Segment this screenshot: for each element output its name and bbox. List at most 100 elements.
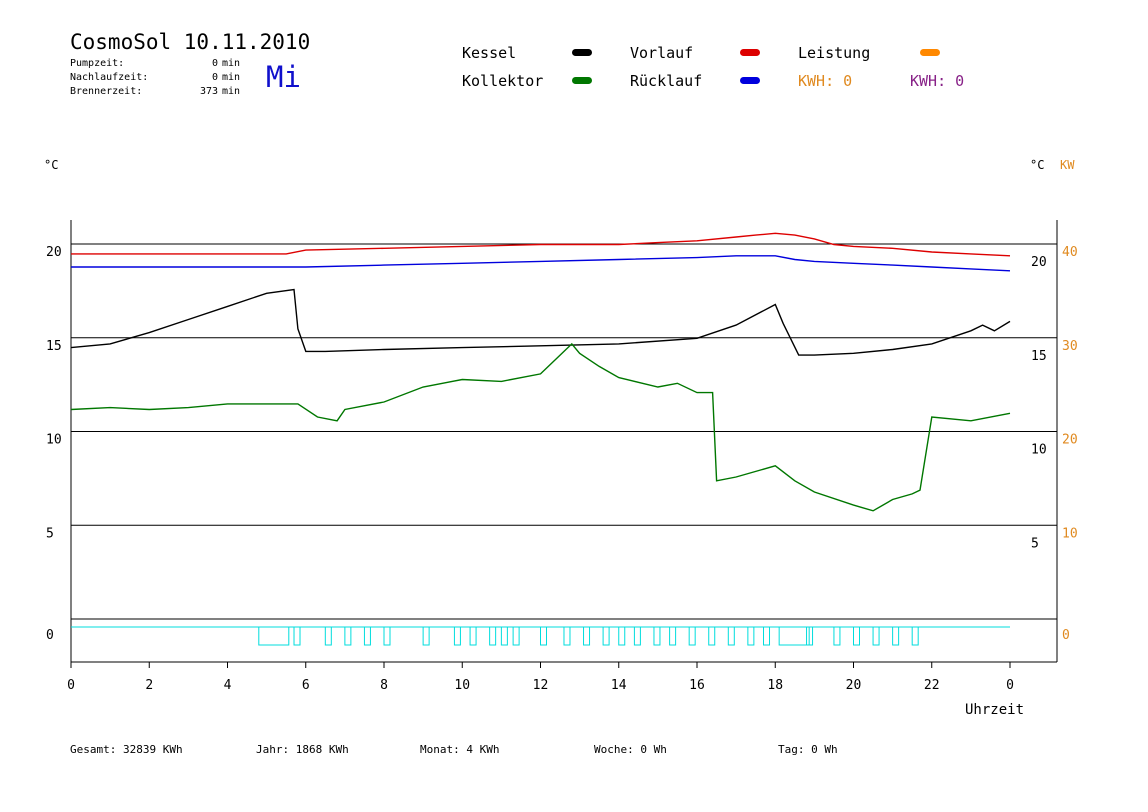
x-tick-label: 18 [767,678,783,693]
right-axis-unit-kw: KW [1060,158,1075,172]
kwh-purple-label: KWH: 0 [910,72,965,90]
stat-pumpzeit: Pumpzeit: 0 min [70,58,240,69]
legend-kollektor-swatch [572,77,592,84]
stat-label: Nachlaufzeit: [70,72,149,83]
x-tick-label: 12 [533,678,549,693]
x-tick-label: 8 [380,678,388,693]
pump-pulse [806,626,814,646]
stat-value: 373 [199,86,218,97]
x-tick-label: 2 [145,678,153,693]
pump-pulse [892,626,900,646]
pump-pulse [633,626,641,646]
y-tick-kw: 30 [1062,339,1078,354]
pump-pulse [540,626,547,646]
pump-pulse [324,626,332,646]
pump-pulse [653,626,661,646]
pump-pulse [618,626,626,646]
stat-unit: min [222,58,241,69]
series-lines [70,232,1011,512]
x-tick-label: 0 [67,678,75,693]
stat-unit: min [222,86,241,97]
stat-nachlaufzeit: Nachlaufzeit: 0 min [70,72,240,83]
weekday-label: Mi [266,60,301,94]
series-line-kollektor [70,342,1011,512]
pump-pulse [747,626,755,646]
x-tick-label: 22 [924,678,940,693]
legend-kessel-label: Kessel [462,44,517,62]
series-line-vorlauf [71,232,1011,257]
pump-pulse [422,626,430,646]
pump-pulse [602,626,610,646]
page-title: CosmoSol 10.11.2010 [70,30,311,54]
x-tick-label: 14 [611,678,627,693]
x-tick-label: 0 [1006,678,1014,693]
pump-pulse [708,626,716,646]
pump-pulse [669,626,677,646]
x-tick-label: 4 [224,678,232,693]
pump-pulses [71,626,1010,646]
series-line-kessel [70,288,1011,356]
legend-vorlauf-swatch [740,49,760,56]
pump-pulse [727,626,735,646]
footer-jahr: Jahr: 1868 KWh [256,743,349,756]
legend-kollektor-label: Kollektor [462,72,544,90]
legend-ruecklauf-label: Rücklauf [630,72,703,90]
x-tick-label: 16 [689,678,705,693]
y-tick-kw: 0 [1062,628,1070,643]
pump-pulse [344,626,352,646]
stat-label: Pumpzeit: [70,58,125,69]
y-tick-left: 15 [46,339,62,354]
footer-tag: Tag: 0 Wh [778,743,838,756]
x-tick-label: 20 [846,678,862,693]
y-tick-left: 10 [46,433,62,448]
stat-value: 0 [211,72,218,83]
legend-vorlauf-label: Vorlauf [630,44,694,62]
y-tick-right: 5 [1031,536,1039,551]
y-tick-kw: 20 [1062,433,1078,448]
footer-woche: Woche: 0 Wh [594,743,667,756]
pump-pulse [763,626,771,646]
pump-pulse [911,626,919,646]
pump-pulse [363,626,371,646]
stat-label: Brennerzeit: [70,86,143,97]
y-tick-left: 5 [46,526,54,541]
x-axis-label: Uhrzeit [965,702,1025,718]
legend-ruecklauf-swatch [740,77,760,84]
pump-pulse [469,626,477,646]
pump-pulse [383,626,391,646]
pump-pulse [563,626,571,646]
y-tick-left: 0 [46,628,54,643]
y-tick-right: 15 [1031,349,1047,364]
pump-pulse [833,626,841,646]
pump-pulse [500,626,508,646]
gridlines [71,243,1057,620]
y-tick-kw: 40 [1062,245,1078,260]
footer-gesamt: Gesamt: 32839 KWh [70,743,183,756]
tick-labels: 0 5 10 15 20 20 15 10 5 0 10 20 30 40 0 2 4 6 8 10 12 14 16 18 2… [46,245,1078,693]
left-axis-unit: °C [44,158,59,172]
pump-pulse [872,626,880,646]
pump-pulse [853,626,860,646]
pump-pulse [512,626,520,646]
pump-pulse [688,626,696,646]
y-tick-right: 10 [1031,443,1047,458]
y-tick-left: 20 [46,245,62,260]
kwh-orange-label: KWH: 0 [798,72,853,90]
footer-monat: Monat: 4 KWh [420,743,500,756]
pump-pulse [293,626,301,646]
x-tick-label: 6 [302,678,310,693]
legend-kessel-swatch [572,49,592,56]
pump-pulse [258,626,290,646]
legend-leistung-swatch [920,49,940,56]
y-tick-right: 20 [1031,255,1047,270]
chart-frame [70,220,1058,663]
y-tick-kw: 10 [1062,526,1078,541]
stat-unit: min [222,72,241,83]
pump-pulse [453,626,461,646]
right-axis-unit-c: °C [1030,158,1045,172]
stat-brennerzeit: Brennerzeit: 373 min [70,86,240,97]
pump-pulse [583,626,591,646]
x-tick-label: 10 [454,678,470,693]
pump-pulse [778,626,810,646]
